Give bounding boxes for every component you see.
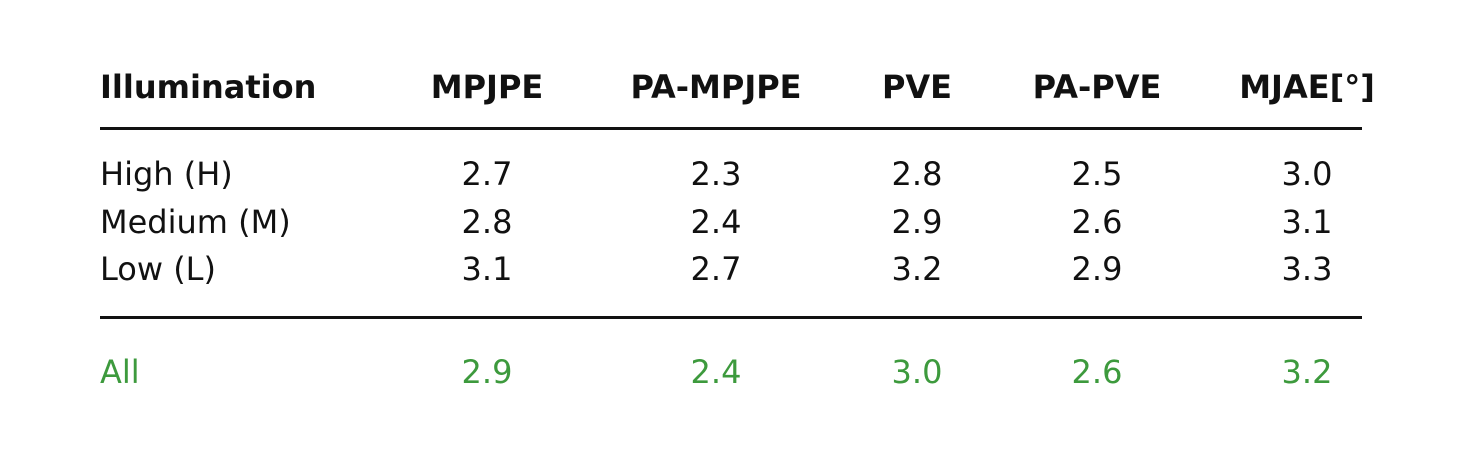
value-cell: 2.8	[461, 203, 513, 241]
row-label: Low (L)	[100, 250, 216, 288]
value-cell: 3.1	[461, 250, 513, 288]
total-value: 3.2	[1281, 353, 1333, 391]
value-cell: 2.7	[690, 250, 742, 288]
value-cell: 3.0	[1281, 155, 1333, 193]
total-rule	[100, 316, 1362, 319]
total-value: 3.0	[891, 353, 943, 391]
total-value: 2.4	[690, 353, 742, 391]
value-cell: 2.6	[1071, 203, 1123, 241]
header-cell: MJAE[°]	[1239, 68, 1375, 106]
header-rule	[100, 127, 1362, 130]
value-cell: 2.7	[461, 155, 513, 193]
header-cell: PA-MPJPE	[630, 68, 802, 106]
value-cell: 3.2	[891, 250, 943, 288]
value-cell: 2.9	[1071, 250, 1123, 288]
total-value: 2.6	[1071, 353, 1123, 391]
value-cell: 3.3	[1281, 250, 1333, 288]
row-label: High (H)	[100, 155, 233, 193]
value-cell: 2.3	[690, 155, 742, 193]
total-value: 2.9	[461, 353, 513, 391]
header-cell: MPJPE	[430, 68, 544, 106]
value-cell: 2.4	[690, 203, 742, 241]
value-cell: 2.8	[891, 155, 943, 193]
total-label: All	[100, 353, 140, 391]
header-cell: PVE	[881, 68, 953, 106]
value-cell: 2.5	[1071, 155, 1123, 193]
row-label: Medium (M)	[100, 203, 291, 241]
value-cell: 3.1	[1281, 203, 1333, 241]
value-cell: 2.9	[891, 203, 943, 241]
header-cell: Illumination	[100, 68, 317, 106]
header-cell: PA-PVE	[1032, 68, 1162, 106]
